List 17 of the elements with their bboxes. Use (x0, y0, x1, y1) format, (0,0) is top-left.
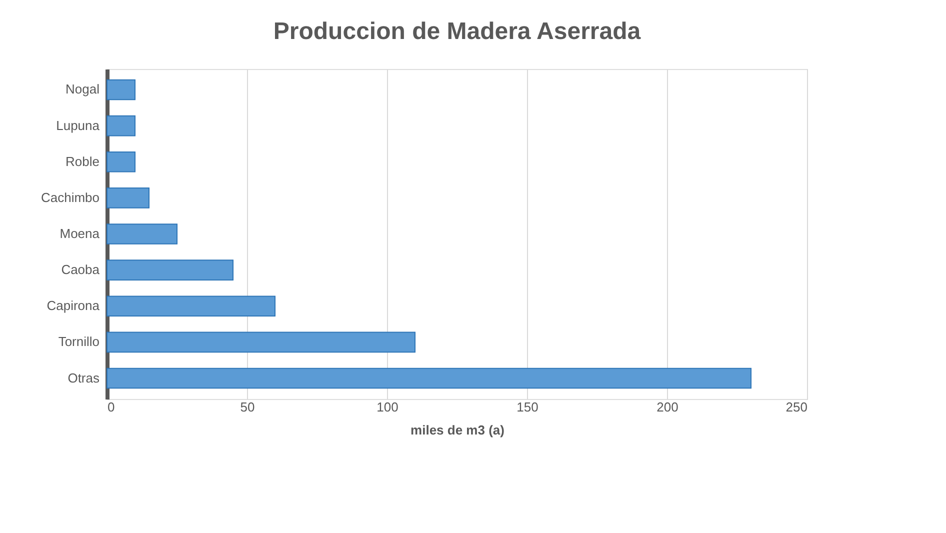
y-tick-label: Cachimbo (40, 190, 100, 205)
y-tick-label: Tornillo (58, 334, 100, 350)
x-tick-label: 150 (516, 400, 538, 414)
y-tick-label: Otras (68, 370, 100, 386)
x-axis-title: miles de m3 (a) (410, 422, 504, 438)
y-tick-label: Caoba (61, 262, 100, 278)
chart-title: Produccion de Madera Aserrada (273, 18, 642, 45)
x-tick-label: 200 (656, 400, 678, 414)
x-tick-label: 250 (786, 400, 808, 414)
x-tick-label: 50 (240, 400, 255, 414)
y-tick-label: Lupuna (56, 118, 100, 133)
x-tick-label: 100 (376, 400, 398, 414)
x-tick-label: 0 (108, 400, 115, 414)
y-tick-label: Capirona (46, 298, 100, 314)
y-tick-label: Moena (60, 226, 100, 241)
y-tick-label: Nogal (66, 82, 100, 97)
y-tick-label: Roble (66, 154, 100, 169)
